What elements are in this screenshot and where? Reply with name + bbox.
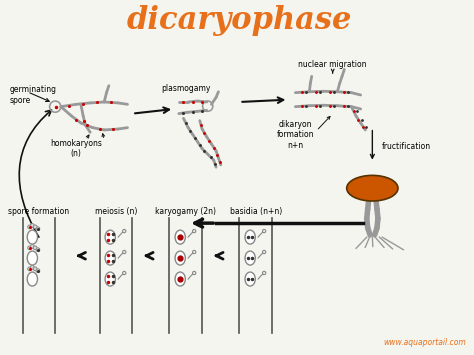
Circle shape [263,229,266,233]
Ellipse shape [245,251,255,265]
Circle shape [30,245,34,248]
Circle shape [27,225,31,229]
Text: fructification: fructification [382,142,431,151]
Ellipse shape [346,175,398,201]
Circle shape [30,266,34,269]
Ellipse shape [27,251,37,265]
Circle shape [36,269,40,273]
Circle shape [36,227,40,231]
Text: karyogamy (2n): karyogamy (2n) [155,207,216,216]
Text: www.aquaportail.com: www.aquaportail.com [383,338,465,346]
Circle shape [33,267,37,271]
Circle shape [192,271,196,275]
Text: basidia (n+n): basidia (n+n) [229,207,282,216]
Circle shape [192,250,196,254]
Text: dicaryophase: dicaryophase [127,5,352,36]
Circle shape [192,229,196,233]
Text: meiosis (n): meiosis (n) [95,207,137,216]
FancyArrowPatch shape [19,110,52,237]
Circle shape [123,271,126,275]
Ellipse shape [175,272,185,286]
Circle shape [263,250,266,254]
Ellipse shape [105,230,115,244]
Circle shape [27,267,31,271]
Text: dikaryon
formation
n+n: dikaryon formation n+n [277,120,314,149]
Text: spore formation: spore formation [9,207,70,216]
Circle shape [33,246,37,250]
Ellipse shape [175,251,185,265]
Circle shape [30,224,34,227]
Ellipse shape [27,272,37,286]
Text: plasmogamy: plasmogamy [161,83,210,93]
Circle shape [33,225,37,229]
Circle shape [123,229,126,233]
Circle shape [36,248,40,252]
Circle shape [123,250,126,254]
Text: germinating
spore: germinating spore [10,85,57,105]
Circle shape [27,246,31,250]
Ellipse shape [245,272,255,286]
Circle shape [263,271,266,275]
Ellipse shape [245,230,255,244]
Ellipse shape [105,251,115,265]
Text: nuclear migration: nuclear migration [299,60,367,69]
Ellipse shape [105,272,115,286]
Ellipse shape [175,230,185,244]
Ellipse shape [27,230,37,244]
Text: homokaryons
(n): homokaryons (n) [50,139,102,158]
